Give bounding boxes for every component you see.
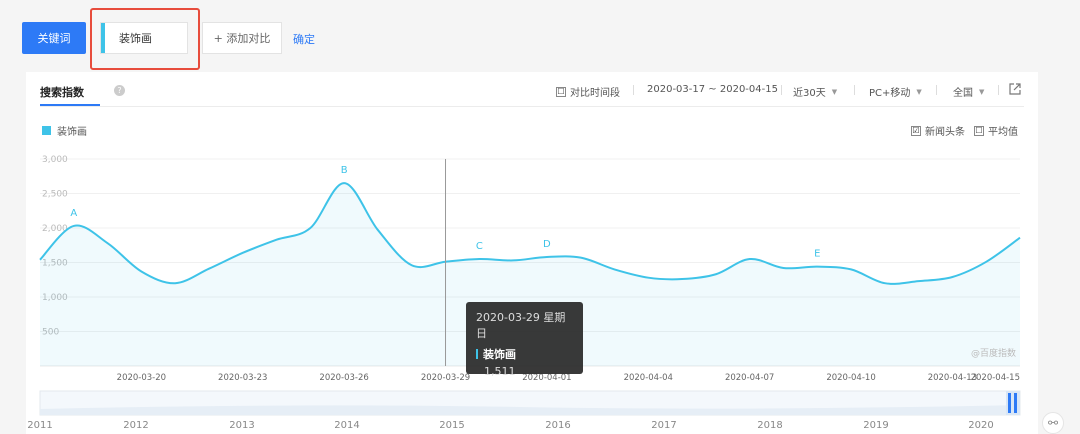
navigator-year-label: 2017: [651, 420, 676, 431]
tooltip-series-row: 装饰画: [476, 346, 573, 362]
navigator-year-label: 2014: [334, 420, 359, 431]
chart-tooltip: 2020-03-29 星期日 装饰画 1,511: [466, 302, 583, 378]
export-icon[interactable]: [1009, 83, 1021, 95]
compare-period-checkbox[interactable]: ☐: [556, 86, 566, 97]
y-tick-label: 1,000: [42, 293, 68, 303]
tooltip-date: 2020-03-29 星期日: [476, 311, 566, 340]
panel-divider: [40, 106, 1024, 107]
x-tick-label: 2020-04-07: [725, 373, 774, 383]
navigator-year-label: 2018: [757, 420, 782, 431]
divider: [781, 85, 782, 95]
divider: [936, 85, 937, 95]
navigator-year-label: 2016: [545, 420, 570, 431]
annotation-label: C: [476, 241, 483, 252]
annotation-label: B: [341, 165, 348, 176]
x-tick-label: 2020-03-20: [117, 373, 166, 383]
compare-period-label: 对比时间段: [570, 88, 620, 99]
series-line: [39, 182, 1021, 285]
y-tick-label: 2,500: [42, 190, 68, 200]
device-select[interactable]: PC+移动 ▼: [869, 84, 922, 100]
period-select[interactable]: 近30天 ▼: [793, 84, 838, 100]
keyword-button[interactable]: 关键词: [22, 22, 86, 54]
watermark-label: @百度指数: [971, 347, 1016, 359]
legend-item[interactable]: 装饰画: [42, 123, 87, 138]
x-tick-label: 2020-04-10: [826, 373, 875, 383]
caret-down-icon: ▼: [916, 87, 922, 96]
x-tick-label: 2020-04-15: [971, 373, 1020, 383]
navigator-year-label: 2012: [123, 420, 148, 431]
navigator-year-label: 2013: [229, 420, 254, 431]
y-tick-label: 500: [42, 328, 59, 338]
region-select[interactable]: 全国 ▼: [953, 84, 985, 100]
y-tick-label: 2,000: [42, 224, 68, 234]
compare-period-toggle[interactable]: ☐ 对比时间段: [556, 84, 620, 99]
date-range-label: 2020-03-17 ~ 2020-04-15: [647, 84, 778, 95]
average-label: 平均值: [988, 127, 1018, 138]
keyword-color-bar: [101, 23, 105, 53]
share-icon[interactable]: ⚯: [1042, 412, 1064, 434]
tooltip-series-marker: [476, 349, 478, 359]
title-underline: [40, 104, 100, 106]
divider: [854, 85, 855, 95]
divider: [633, 85, 634, 95]
x-tick-label: 2020-04-13: [928, 373, 977, 383]
divider: [998, 85, 999, 95]
navigator-handle-right: [1014, 393, 1017, 413]
region-label: 全国: [953, 88, 973, 99]
x-tick-label: 2020-04-04: [624, 373, 673, 383]
legend-swatch: [42, 126, 51, 135]
tooltip-series-name: 装饰画: [483, 348, 516, 361]
confirm-button[interactable]: 确定: [293, 33, 315, 46]
annotation-label: E: [814, 249, 820, 260]
caret-down-icon: ▼: [831, 87, 838, 96]
caret-down-icon: ▼: [979, 87, 985, 96]
device-label: PC+移动: [869, 88, 911, 99]
panel-title: 搜索指数: [40, 86, 84, 99]
x-tick-label: 2020-03-29: [421, 373, 470, 383]
average-checkbox[interactable]: ☐: [974, 125, 984, 136]
news-checkbox[interactable]: ☑: [911, 125, 921, 136]
navigator-year-label: 2015: [439, 420, 464, 431]
navigator-overview: [40, 405, 1020, 415]
date-range-picker[interactable]: 2020-03-17 ~ 2020-04-15: [647, 84, 778, 95]
help-icon[interactable]: ?: [114, 85, 125, 96]
period-label: 近30天: [793, 88, 826, 99]
average-toggle[interactable]: ☐ 平均值: [974, 123, 1018, 138]
navigator-year-label: 2011: [27, 420, 52, 431]
annotation-label: A: [70, 208, 77, 219]
y-tick-label: 3,000: [42, 155, 68, 165]
navigator-handle-left: [1008, 393, 1011, 413]
keyword-input[interactable]: 装饰画: [100, 22, 188, 54]
highlight-box: [90, 8, 200, 70]
add-compare-button[interactable]: + 添加对比: [202, 22, 282, 54]
series-area: [40, 183, 1020, 366]
news-label: 新闻头条: [925, 127, 965, 138]
navigator-year-label: 2020: [968, 420, 993, 431]
keyword-value: 装饰画: [119, 32, 152, 45]
x-tick-label: 2020-03-23: [218, 373, 267, 383]
annotation-label: D: [543, 239, 551, 250]
navigator-year-label: 2019: [863, 420, 888, 431]
y-tick-label: 1,500: [42, 259, 68, 269]
x-tick-label: 2020-04-01: [522, 373, 571, 383]
news-toggle[interactable]: ☑ 新闻头条: [911, 123, 965, 138]
legend-label: 装饰画: [57, 127, 87, 138]
tooltip-value: 1,511: [484, 365, 516, 378]
top-toolbar: 关键词 装饰画 + 添加对比 确定: [0, 0, 1080, 70]
x-tick-label: 2020-03-26: [319, 373, 368, 383]
